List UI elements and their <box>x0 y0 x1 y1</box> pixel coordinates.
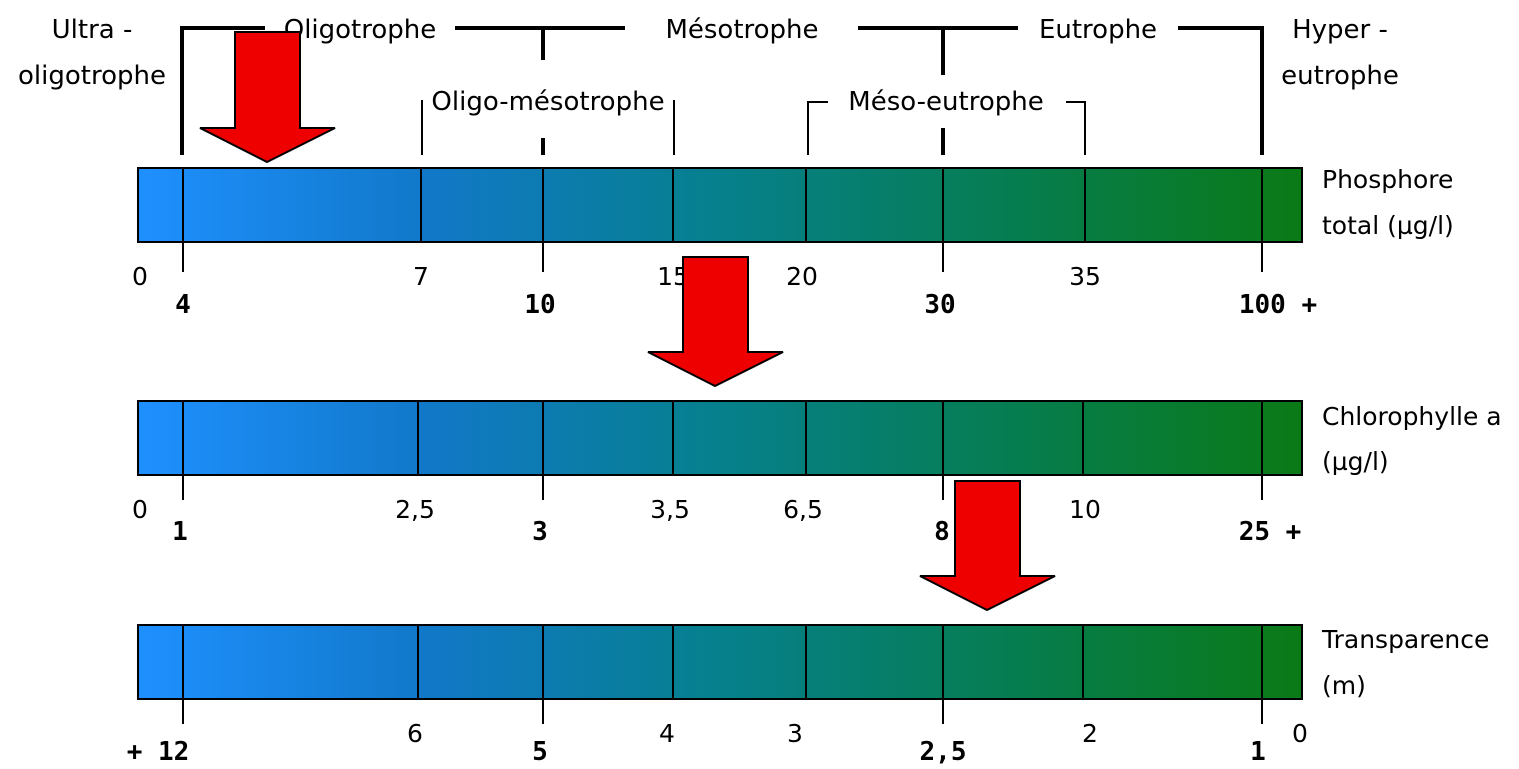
label-eutrophe: Eutrophe <box>1039 15 1157 45</box>
bracket-top-line <box>180 26 265 155</box>
phosphore-major-30: 30 <box>924 290 955 320</box>
chlorophylle-tick-0: 0 <box>132 495 148 524</box>
transparence-param-line2: (m) <box>1322 671 1366 700</box>
transparence-param-line1: Transparence <box>1321 625 1489 654</box>
arrow-down-icon <box>919 480 1056 612</box>
transparence-tick-0: 0 <box>1292 719 1308 748</box>
meso-eu-right <box>1066 101 1086 155</box>
phosphore-major-10: 10 <box>524 290 555 320</box>
transparence-major-1: 1 <box>1250 737 1266 767</box>
label-oligotrophe: Oligotrophe <box>284 15 437 45</box>
chlorophylle-major-1: 1 <box>172 517 188 547</box>
transparence-major-5: 5 <box>532 737 548 767</box>
chlorophylle-param-line2: (µg/l) <box>1322 447 1389 476</box>
label-mesotrophe: Mésotrophe <box>665 15 818 45</box>
chlorophylle-tick-10: 10 <box>1069 495 1101 524</box>
chlorophylle-tick-3-5: 3,5 <box>650 495 690 524</box>
phosphore-tick-0: 0 <box>132 262 148 291</box>
phosphore-param-line1: Phosphore <box>1322 165 1453 194</box>
phosphore-tick-7: 7 <box>413 262 429 291</box>
phosphore-major-4: 4 <box>175 290 191 320</box>
arrow-down-icon <box>199 31 336 164</box>
chlorophylle-tick-6-5: 6,5 <box>783 495 823 524</box>
chlorophylle-major-25: 25 + <box>1239 517 1302 547</box>
phosphore-tick-35: 35 <box>1069 262 1101 291</box>
chlorophylle-bar <box>137 400 1303 476</box>
phosphore-tick-20: 20 <box>786 262 818 291</box>
label-hyper-eutrophe-line2: eutrophe <box>1281 61 1399 91</box>
transparence-tick-4: 4 <box>659 719 675 748</box>
indicator-arrows <box>199 31 1056 612</box>
chlorophylle-param-line1: Chlorophylle a <box>1322 402 1502 431</box>
class-brackets <box>180 26 1264 155</box>
transparence-major-12: + 12 <box>127 737 190 767</box>
label-meso-eutrophe: Méso-eutrophe <box>848 87 1043 117</box>
meso-eu-left <box>807 101 828 155</box>
label-ultra-oligotrophe-line2: oligotrophe <box>18 61 166 91</box>
scale-chlorophylle: 0 2,5 3,5 6,5 10 1 3 8 25 + Chlorophylle… <box>132 400 1502 547</box>
transparence-bar <box>137 624 1303 700</box>
transparence-tick-2: 2 <box>1082 719 1098 748</box>
phosphore-bar <box>137 167 1303 243</box>
phosphore-param-line2: total (µg/l) <box>1322 211 1454 240</box>
chlorophylle-tick-2-5: 2,5 <box>395 495 435 524</box>
bracket-top-line-right <box>1178 26 1264 155</box>
phosphore-major-100: 100 + <box>1239 290 1317 320</box>
chlorophylle-major-8: 8 <box>934 517 950 547</box>
transparence-tick-3: 3 <box>787 719 803 748</box>
scale-phosphore: 0 7 15 20 35 4 10 30 100 + Phosphore tot… <box>132 165 1454 320</box>
transparence-major-2-5: 2,5 <box>920 737 967 767</box>
label-hyper-eutrophe-line1: Hyper - <box>1292 15 1388 45</box>
label-oligo-mesotrophe: Oligo-mésotrophe <box>431 87 664 117</box>
scale-transparence: 6 4 3 2 0 + 12 5 2,5 1 Transparence (m) <box>127 624 1489 767</box>
transparence-tick-6: 6 <box>407 719 423 748</box>
arrow-down-icon <box>647 256 784 388</box>
chlorophylle-major-3: 3 <box>532 517 548 547</box>
label-ultra-oligotrophe-line1: Ultra - <box>52 15 133 45</box>
